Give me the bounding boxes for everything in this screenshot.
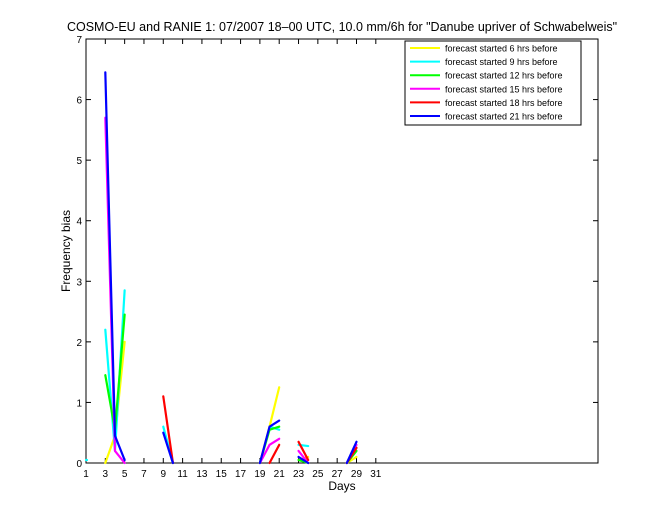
series-segment: [258, 419, 281, 465]
y-tick-label: 5: [76, 156, 82, 167]
legend-box: [404, 40, 582, 126]
legend-label: forecast started 9 hrs before: [445, 57, 558, 67]
series-segment: [162, 395, 175, 465]
series-layer: [84, 71, 358, 465]
x-tick-label: 5: [122, 469, 128, 480]
x-tick-label: 19: [254, 469, 266, 480]
x-tick-label: 23: [293, 469, 305, 480]
legend: forecast started 6 hrs before forecast st…: [404, 40, 582, 126]
series-segment: [297, 440, 310, 462]
legend-label: forecast started 18 hrs before: [445, 98, 563, 108]
x-tick-label: 25: [312, 469, 324, 480]
x-tick-label: 15: [216, 469, 228, 480]
series-segment: [268, 443, 281, 465]
y-tick-label: 3: [76, 277, 82, 288]
x-axis: 1 3 5 7 9 11 13 15 17 19 21 23 25 27 29 31: [83, 39, 382, 480]
x-tick-label: 29: [351, 469, 363, 480]
x-tick-label: 31: [370, 469, 382, 480]
legend-label: forecast started 15 hrs before: [445, 84, 563, 94]
y-tick-label: 2: [76, 338, 82, 349]
x-tick-label: 17: [235, 469, 247, 480]
x-axis-label: Days: [328, 479, 355, 493]
x-tick-label: 13: [196, 469, 208, 480]
y-axis: 0 1 2 3 4 5 6 7: [76, 35, 598, 470]
x-tick-label: 3: [103, 469, 109, 480]
y-tick-label: 1: [76, 398, 82, 409]
x-tick-label: 27: [332, 469, 344, 480]
legend-label: forecast started 21 hrs before: [445, 112, 563, 122]
chart-title: COSMO-EU and RANIE 1: 07/2007 18–00 UTC,…: [67, 20, 617, 34]
x-tick-label: 1: [83, 469, 89, 480]
y-tick-label: 7: [76, 35, 82, 46]
x-tick-label: 11: [177, 469, 188, 480]
series-segment: [345, 440, 358, 465]
series-segment: [104, 71, 126, 462]
legend-label: forecast started 12 hrs before: [445, 71, 563, 81]
series-segment: [162, 431, 175, 465]
y-tick-label: 0: [76, 459, 82, 470]
series-line: [104, 71, 358, 465]
y-axis-label: Frequency bias: [59, 210, 73, 292]
series-segment: [258, 437, 281, 465]
series-line: [162, 395, 358, 465]
x-tick-label: 7: [141, 469, 147, 480]
legend-label: forecast started 6 hrs before: [445, 44, 558, 54]
y-tick-label: 6: [76, 96, 82, 107]
series-segment: [297, 455, 310, 465]
x-tick-label: 21: [274, 469, 286, 480]
y-tick-label: 4: [76, 217, 82, 228]
x-tick-label: 9: [161, 469, 167, 480]
